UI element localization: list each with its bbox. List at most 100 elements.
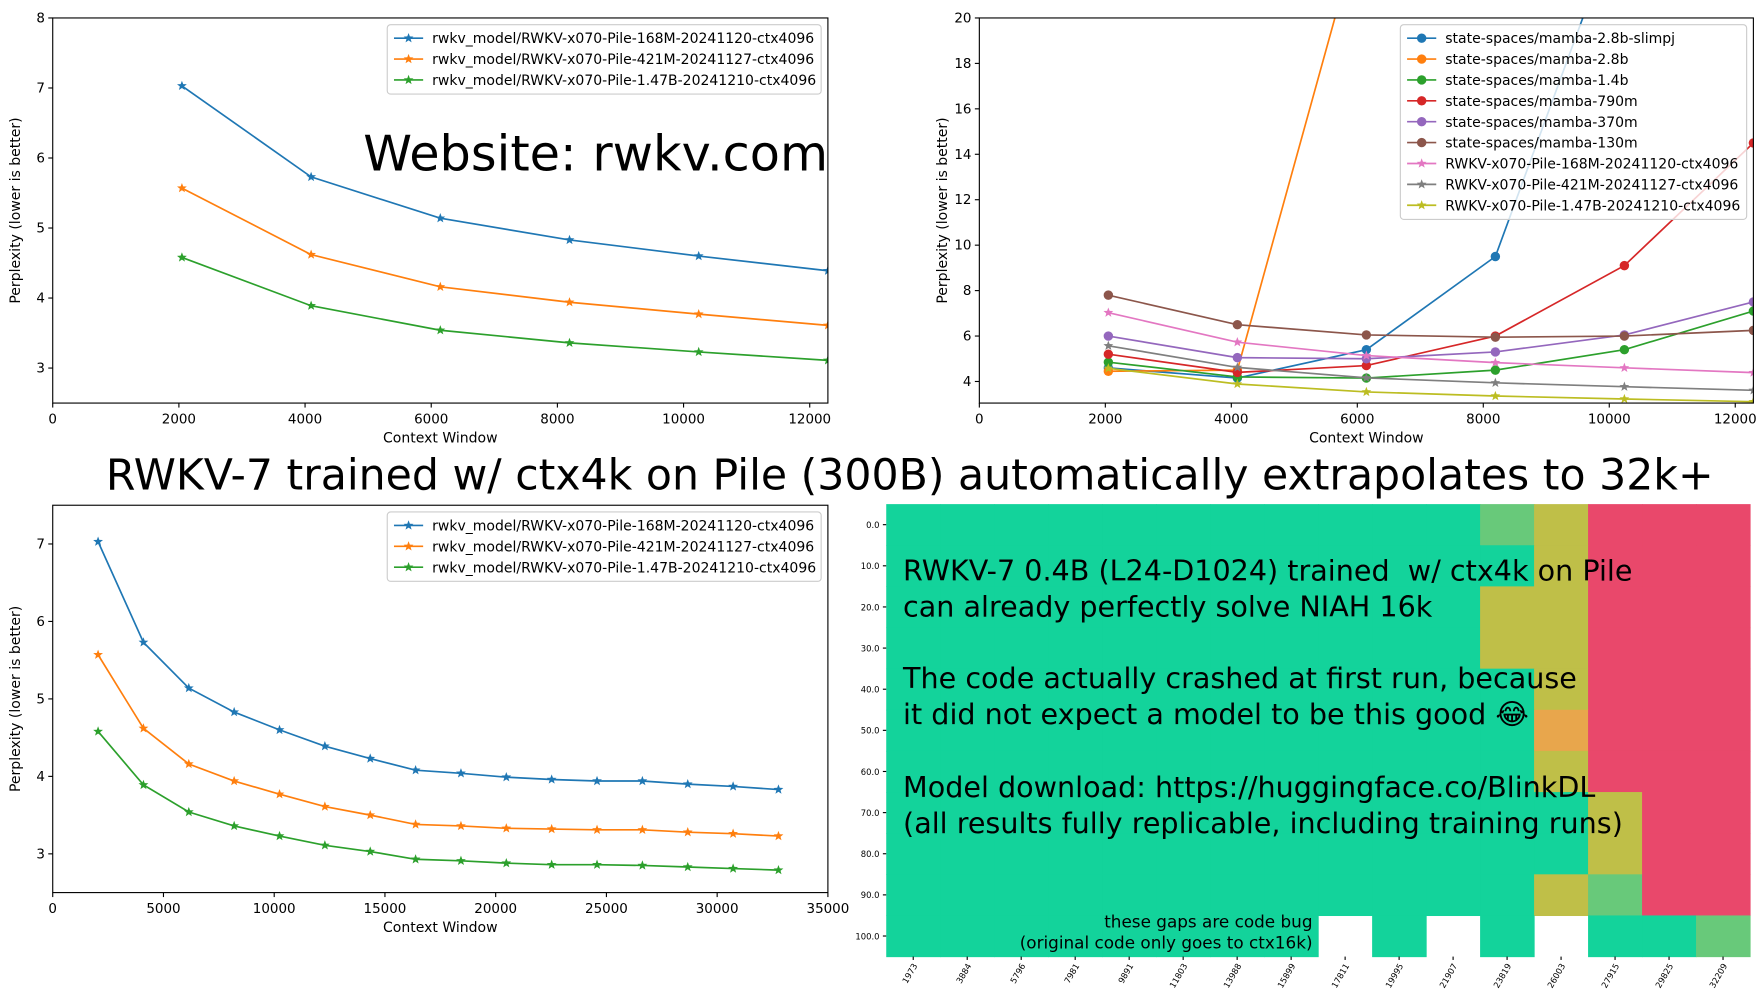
point <box>435 213 446 223</box>
point <box>365 809 376 820</box>
heat-cell <box>1264 915 1319 958</box>
point <box>93 536 103 546</box>
heat-cell <box>1588 504 1643 546</box>
note: these gaps are code bug <box>1104 911 1312 931</box>
point <box>637 860 648 870</box>
heat-cell <box>994 915 1049 958</box>
y-tick-label: 18 <box>954 57 971 72</box>
heat-cell <box>1696 874 1751 917</box>
y-tick-label: 10.0 <box>861 561 880 571</box>
heat-cell <box>886 833 941 875</box>
legend-label: state-spaces/mamba-790m <box>1445 94 1637 110</box>
x-tick-label: 11803 <box>1167 962 1189 990</box>
heat-cell <box>1642 545 1697 587</box>
plot-area <box>177 80 828 365</box>
point <box>682 778 693 789</box>
x-tick-label: 9891 <box>1116 962 1135 986</box>
heat-cell <box>1372 668 1427 711</box>
heat-cell <box>1642 668 1697 711</box>
point <box>693 250 704 261</box>
x-tick-label: 5000 <box>146 902 180 917</box>
heat-cell <box>940 792 995 834</box>
heat-cell <box>1102 709 1157 752</box>
series-line <box>1108 310 1754 379</box>
heat-cell <box>1102 668 1157 711</box>
heat-cell <box>1264 709 1319 752</box>
heat-cell <box>1588 874 1643 917</box>
heat-cell <box>1480 750 1535 793</box>
heat-cell <box>1588 627 1643 670</box>
heat-cell <box>1318 874 1373 917</box>
legend-marker <box>403 74 414 85</box>
x-tick-label: 0 <box>48 412 57 427</box>
point <box>501 857 512 868</box>
point <box>592 824 602 835</box>
axes-frame <box>978 17 1754 404</box>
point <box>637 824 648 835</box>
heat-cell <box>1642 874 1697 917</box>
point <box>1103 363 1114 373</box>
heat-cell <box>1264 874 1319 917</box>
point <box>546 859 557 869</box>
heat-cell <box>1480 833 1535 875</box>
heat-cell <box>1048 915 1103 958</box>
point <box>1748 325 1754 336</box>
legend-marker <box>1416 200 1427 210</box>
heat-cell <box>1534 545 1589 587</box>
heat-cell <box>1588 792 1643 834</box>
heat-cell <box>1642 915 1697 958</box>
series-line <box>97 730 779 871</box>
legend-label: state-spaces/mamba-2.8b <box>1445 52 1628 68</box>
y-tick-label: 6 <box>36 615 45 630</box>
heat-cell <box>1480 586 1535 629</box>
series-line <box>97 541 779 791</box>
heatmap: 0.0 10.0 20.0 30.0 40.0 50.0 60.0 70.0 80.0 90.0 1… <box>855 504 1751 990</box>
heat-cell <box>886 668 941 711</box>
legend-marker <box>1416 96 1427 106</box>
series-line <box>1108 311 1754 374</box>
heat-cell <box>1696 709 1751 752</box>
heat-cell <box>1588 833 1643 875</box>
x-axis-label: Context Window <box>1309 430 1424 446</box>
heat-cell <box>940 750 995 793</box>
heat-cell <box>1102 586 1157 629</box>
heat-cell <box>1588 545 1643 587</box>
point <box>546 823 557 834</box>
point <box>1748 396 1754 404</box>
annotation: Website: rwkv.com <box>363 125 828 183</box>
heat-cell <box>1588 586 1643 629</box>
point <box>319 801 330 811</box>
heat-cell <box>1426 668 1481 711</box>
heat-cell <box>1534 504 1589 546</box>
point <box>183 806 194 817</box>
heat-cell <box>1318 504 1373 546</box>
point <box>138 723 149 733</box>
point <box>1490 347 1501 357</box>
heat-cell <box>886 874 941 917</box>
point <box>456 855 466 865</box>
heat-cell <box>1696 545 1751 587</box>
heat-cell <box>1642 627 1697 670</box>
heat-cell <box>1642 792 1697 834</box>
plot-area <box>93 536 784 875</box>
legend-marker <box>1416 33 1427 43</box>
heat-cell <box>1156 750 1211 793</box>
x-tick-label: 0 <box>48 902 57 917</box>
heat-cell <box>1264 627 1319 670</box>
heat-cell <box>1210 545 1265 587</box>
point <box>177 80 187 91</box>
y-tick-label: 4 <box>36 292 45 307</box>
series-line <box>1108 344 1754 392</box>
legend-label: state-spaces/mamba-130m <box>1445 136 1637 152</box>
heat-cell <box>1048 586 1103 629</box>
x-tick-label: 15000 <box>364 902 407 917</box>
heat-cell <box>1642 504 1697 546</box>
heat-cell <box>1210 586 1265 629</box>
y-tick-label: 4 <box>36 770 45 785</box>
heat-cell <box>1048 874 1103 917</box>
heat-cell <box>1264 833 1319 875</box>
series-line <box>1108 142 1754 374</box>
point <box>1232 352 1243 363</box>
heat-cell <box>994 750 1049 793</box>
series-line <box>181 187 828 327</box>
